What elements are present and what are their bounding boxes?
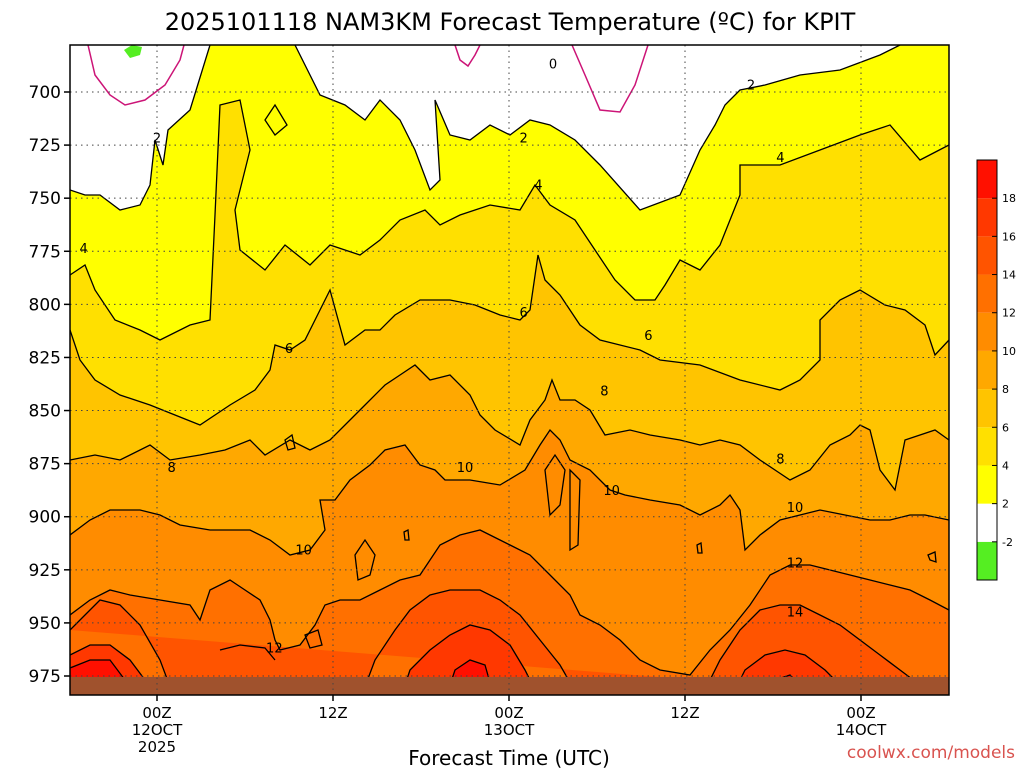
colorbar-tick-label: 10 (1002, 345, 1016, 358)
contour-label: 4 (534, 178, 542, 193)
x-tick-label: 12OCT (132, 721, 183, 739)
band-below-2 (70, 45, 210, 210)
y-tick-label: 700 (29, 83, 61, 103)
x-tick-label: 12Z (670, 704, 699, 722)
contour-label: 10 (457, 461, 474, 476)
contour-label: 8 (600, 384, 608, 399)
band-14-16 (70, 590, 949, 695)
colorbar-tick-label: 18 (1002, 192, 1016, 205)
band-below-2 (295, 45, 900, 210)
x-tick-label: 12Z (318, 704, 347, 722)
contour-label: 14 (787, 605, 804, 620)
colorbar-swatch (977, 274, 997, 313)
colorbar-tick-label: -2 (1002, 536, 1013, 549)
x-tick-label: 00Z (494, 704, 523, 722)
colorbar-swatch (977, 236, 997, 275)
contour-label: 4 (776, 151, 784, 166)
contour-label: 10 (295, 544, 312, 559)
y-axis: 700 725 750 775 800 825 850 875 900 925 950 975 (29, 83, 70, 687)
colorbar-swatch (977, 198, 997, 237)
y-tick-label: 750 (29, 189, 61, 209)
colorbar-tick-label: 16 (1002, 230, 1016, 243)
x-tick-label: 00Z (846, 704, 875, 722)
colorbar-swatch (977, 312, 997, 351)
y-tick-label: 850 (29, 402, 61, 422)
contour-label: 8 (168, 461, 176, 476)
y-tick-label: 900 (29, 508, 61, 528)
gridlines (70, 45, 949, 695)
colorbar-swatch (977, 541, 997, 580)
colorbar: 18 16 14 12 10 8 6 4 2 -2 (976, 159, 1016, 581)
y-tick-label: 950 (29, 614, 61, 634)
chart-title: 2025101118 NAM3KM Forecast Temperature (… (165, 8, 856, 36)
contour-label: 6 (520, 306, 528, 321)
contour-labels: 0 2 2 2 4 4 4 6 6 6 8 8 8 10 10 10 10 12 14 12 (80, 57, 804, 656)
y-tick-label: 800 (29, 295, 61, 315)
colorbar-swatch (977, 350, 997, 390)
colorbar-tick-label: 12 (1002, 307, 1016, 320)
contour-label: 4 (80, 242, 88, 257)
y-tick-label: 775 (29, 242, 61, 262)
contour-label: 12 (787, 556, 804, 571)
x-tick-label: 14OCT (836, 721, 887, 739)
y-tick-label: 825 (29, 348, 61, 368)
y-tick-label: 925 (29, 561, 61, 581)
y-tick-label: 975 (29, 667, 61, 687)
contour-label: 10 (603, 484, 620, 499)
contour-label: 12 (266, 641, 283, 656)
colorbar-tick-label: 8 (1002, 383, 1009, 396)
contour-label: 2 (153, 132, 161, 147)
y-tick-label: 725 (29, 136, 61, 156)
colorbar-tick-label: 4 (1002, 459, 1009, 472)
x-tick-label: 00Z (142, 704, 171, 722)
colorbar-tick-label: 2 (1002, 498, 1009, 511)
colorbar-tick-label: 6 (1002, 421, 1009, 434)
band-below-neg2 (124, 45, 142, 58)
contour-label: 2 (747, 79, 755, 94)
contour-label: 6 (644, 329, 652, 344)
colorbar-tick-label: 14 (1002, 269, 1016, 282)
x-tick-label: 13OCT (484, 721, 535, 739)
contour-label: 2 (520, 132, 528, 147)
colorbar-swatch (977, 160, 997, 199)
x-axis-label: Forecast Time (UTC) (408, 746, 610, 768)
x-tick-label: 2025 (138, 738, 176, 756)
plot-area: 0 2 2 2 4 4 4 6 6 6 8 8 8 10 10 10 10 12 14 12 (70, 45, 949, 695)
contour-label: 0 (549, 57, 557, 72)
band-16-18 (70, 625, 848, 695)
contour-lines (70, 45, 949, 695)
zero-contour-lines (87, 45, 649, 113)
contour-label: 6 (285, 342, 293, 357)
contour-label: 8 (776, 452, 784, 467)
credit-text: coolwx.com/models (847, 743, 1015, 763)
colorbar-frame (976, 159, 998, 581)
colorbar-swatch (977, 465, 997, 504)
ground-surface (70, 677, 949, 695)
colorbar-swatch (977, 427, 997, 466)
y-tick-label: 875 (29, 455, 61, 475)
contour-label: 10 (787, 501, 804, 516)
colorbar-swatch (977, 389, 997, 428)
colorbar-swatch (977, 503, 997, 542)
